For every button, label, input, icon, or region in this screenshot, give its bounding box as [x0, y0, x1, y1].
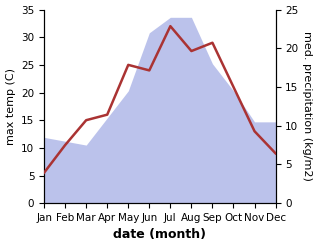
- X-axis label: date (month): date (month): [113, 228, 206, 242]
- Y-axis label: max temp (C): max temp (C): [5, 68, 16, 145]
- Y-axis label: med. precipitation (kg/m2): med. precipitation (kg/m2): [302, 31, 313, 181]
